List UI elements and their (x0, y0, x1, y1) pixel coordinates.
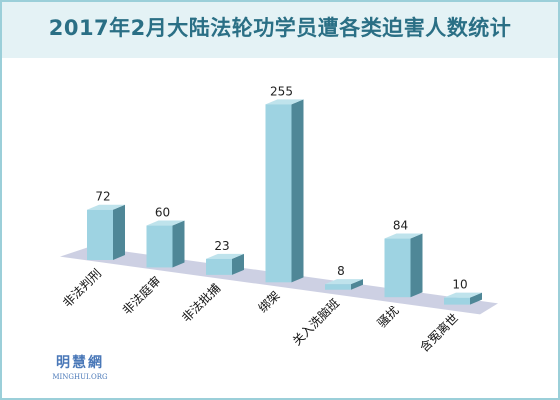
bar (325, 279, 363, 290)
bar-top (87, 204, 125, 210)
bar-side (351, 279, 363, 290)
bar (206, 253, 244, 275)
category-label: 非法判刑 (60, 266, 104, 310)
bar-top (444, 292, 482, 298)
bar-front (384, 238, 411, 298)
value-label: 84 (393, 219, 408, 233)
bar-side (410, 233, 423, 298)
bar-front (146, 225, 173, 268)
value-label: 23 (214, 239, 229, 253)
value-label: 72 (95, 190, 110, 204)
bar-top (384, 233, 423, 239)
value-labels-layer: 72 60 23 255 8 84 10 (95, 84, 467, 291)
bar-top (146, 220, 185, 226)
bar-front (444, 297, 470, 305)
logo-text-cn: 明慧網 (56, 355, 104, 371)
value-label: 60 (155, 206, 170, 220)
value-label: 10 (452, 278, 467, 292)
category-label: 非法庭审 (119, 273, 164, 318)
bar (444, 292, 482, 305)
bar-side (232, 253, 244, 275)
category-label: 骚扰 (375, 303, 402, 330)
category-label: 关入洗脑班 (290, 296, 342, 348)
bar-top (265, 99, 304, 105)
bar (87, 204, 125, 260)
title-band (2, 2, 558, 58)
bar-front (206, 258, 232, 275)
value-label: 255 (270, 84, 293, 98)
bar-front (325, 284, 351, 290)
bar-side (291, 99, 304, 283)
bar (265, 99, 304, 283)
minghui-logo: 明慧網 MINGHUI.ORG (50, 352, 110, 381)
bar-top (325, 279, 363, 285)
category-label: 非法批捕 (179, 280, 224, 325)
bar-side (470, 292, 482, 305)
chart-title: 2017年2月大陆法轮功学员遭各类迫害人数统计 (48, 16, 512, 40)
bar-top (206, 253, 244, 259)
bar-side (172, 220, 185, 268)
bar (384, 233, 423, 298)
value-label: 8 (337, 264, 345, 278)
bar-side (113, 204, 125, 260)
logo-text-en: MINGHUI.ORG (52, 373, 108, 381)
category-label: 绑架 (256, 289, 283, 316)
bar (146, 220, 185, 268)
bar-front (87, 209, 113, 260)
bars-layer (87, 99, 482, 305)
category-label: 含冤离世 (417, 310, 462, 355)
bar-front (265, 104, 292, 283)
